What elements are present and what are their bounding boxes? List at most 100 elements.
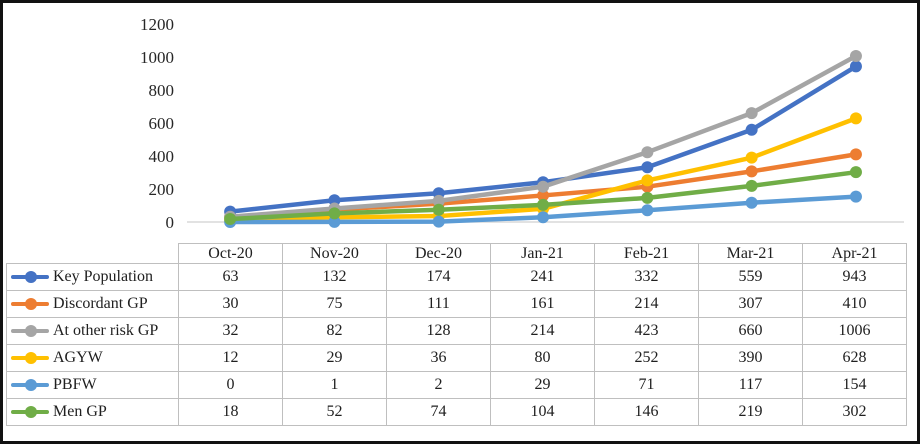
value-cell: 12 (178, 344, 283, 372)
data-point-discordant-gp (745, 165, 758, 178)
y-axis-tick-label: 1000 (140, 48, 174, 67)
table-corner-cell (6, 243, 179, 264)
value-cell: 2 (386, 371, 491, 399)
column-header: Apr-21 (802, 243, 907, 264)
data-point-at-other-risk-gp (432, 194, 445, 207)
value-cell: 29 (282, 344, 387, 372)
value-cell: 30 (178, 290, 283, 318)
value-cell: 82 (282, 317, 387, 345)
data-point-discordant-gp (849, 148, 862, 161)
value-cell: 75 (282, 290, 387, 318)
value-cell: 174 (386, 263, 491, 291)
table-row: PBFW 0 1 2 29 71 117 154 (6, 371, 907, 399)
table-row: At other risk GP 32 82 128 214 423 660 1006 (6, 317, 907, 345)
series-name: Key Population (53, 268, 153, 285)
value-cell: 660 (698, 317, 803, 345)
series-marker-icon (11, 325, 51, 337)
column-header: Dec-20 (386, 243, 491, 264)
data-point-at-other-risk-gp (641, 146, 654, 159)
value-cell: 74 (386, 398, 491, 426)
value-cell: 132 (282, 263, 387, 291)
value-cell: 423 (594, 317, 699, 345)
legend-key: Key Population (6, 263, 179, 291)
data-point-men-gp (224, 213, 237, 226)
y-axis-tick-label: 1200 (140, 15, 174, 34)
value-cell: 117 (698, 371, 803, 399)
value-cell: 307 (698, 290, 803, 318)
data-table: Oct-20 Nov-20 Dec-20 Jan-21 Feb-21 Mar-21 Apr-… (6, 243, 907, 426)
data-point-pbfw (328, 215, 341, 228)
data-point-men-gp (641, 191, 654, 204)
value-cell: 628 (802, 344, 907, 372)
value-cell: 241 (490, 263, 595, 291)
data-point-key-population (641, 161, 654, 174)
data-point-key-population (849, 60, 862, 73)
value-cell: 29 (490, 371, 595, 399)
series-marker-icon (11, 352, 51, 364)
value-cell: 252 (594, 344, 699, 372)
data-point-discordant-gp (537, 189, 550, 202)
value-cell: 63 (178, 263, 283, 291)
value-cell: 943 (802, 263, 907, 291)
data-point-agyw (641, 174, 654, 187)
legend-key: Men GP (6, 398, 179, 426)
value-cell: 214 (594, 290, 699, 318)
value-cell: 146 (594, 398, 699, 426)
column-header: Mar-21 (698, 243, 803, 264)
series-name: AGYW (53, 349, 103, 366)
value-cell: 1 (282, 371, 387, 399)
y-axis-tick-label: 400 (149, 147, 175, 166)
value-cell: 1006 (802, 317, 907, 345)
value-cell: 32 (178, 317, 283, 345)
value-cell: 111 (386, 290, 491, 318)
value-cell: 71 (594, 371, 699, 399)
table-row: Key Population 63 132 174 241 332 559 943 (6, 263, 907, 291)
legend-key: PBFW (6, 371, 179, 399)
column-header: Oct-20 (178, 243, 283, 264)
table-header-row: Oct-20 Nov-20 Dec-20 Jan-21 Feb-21 Mar-21 Apr-… (6, 243, 907, 264)
series-marker-icon (11, 406, 51, 418)
data-point-at-other-risk-gp (849, 50, 862, 63)
column-header: Jan-21 (490, 243, 595, 264)
data-point-key-population (745, 123, 758, 136)
value-cell: 214 (490, 317, 595, 345)
value-cell: 302 (802, 398, 907, 426)
data-point-pbfw (641, 204, 654, 217)
data-table-section: Oct-20 Nov-20 Dec-20 Jan-21 Feb-21 Mar-21 Apr-… (6, 243, 907, 426)
column-header: Nov-20 (282, 243, 387, 264)
series-name: At other risk GP (53, 322, 159, 339)
chart-plot: 0 200 400 600 800 1000 1200 (140, 15, 904, 232)
data-point-pbfw (849, 190, 862, 203)
data-point-agyw (849, 112, 862, 125)
series-marker-icon (11, 298, 51, 310)
value-cell: 104 (490, 398, 595, 426)
series-marker-icon (11, 379, 51, 391)
data-point-men-gp (328, 207, 341, 220)
legend-key: At other risk GP (6, 317, 179, 345)
value-cell: 410 (802, 290, 907, 318)
value-cell: 80 (490, 344, 595, 372)
value-cell: 18 (178, 398, 283, 426)
legend-key: AGYW (6, 344, 179, 372)
value-cell: 36 (386, 344, 491, 372)
value-cell: 332 (594, 263, 699, 291)
table-row: Men GP 18 52 74 104 146 219 302 (6, 398, 907, 426)
value-cell: 161 (490, 290, 595, 318)
data-point-at-other-risk-gp (537, 180, 550, 193)
value-cell: 128 (386, 317, 491, 345)
y-axis-tick-label: 800 (149, 81, 175, 100)
value-cell: 52 (282, 398, 387, 426)
value-cell: 219 (698, 398, 803, 426)
series-marker-icon (11, 271, 51, 283)
column-header: Feb-21 (594, 243, 699, 264)
data-point-pbfw (537, 211, 550, 224)
y-axis-tick-label: 200 (149, 180, 175, 199)
data-point-key-population (328, 194, 341, 207)
value-cell: 154 (802, 371, 907, 399)
value-cell: 559 (698, 263, 803, 291)
data-point-pbfw (432, 215, 445, 228)
table-row: Discordant GP 30 75 111 161 214 307 410 (6, 290, 907, 318)
data-point-men-gp (745, 179, 758, 192)
data-point-men-gp (849, 166, 862, 179)
